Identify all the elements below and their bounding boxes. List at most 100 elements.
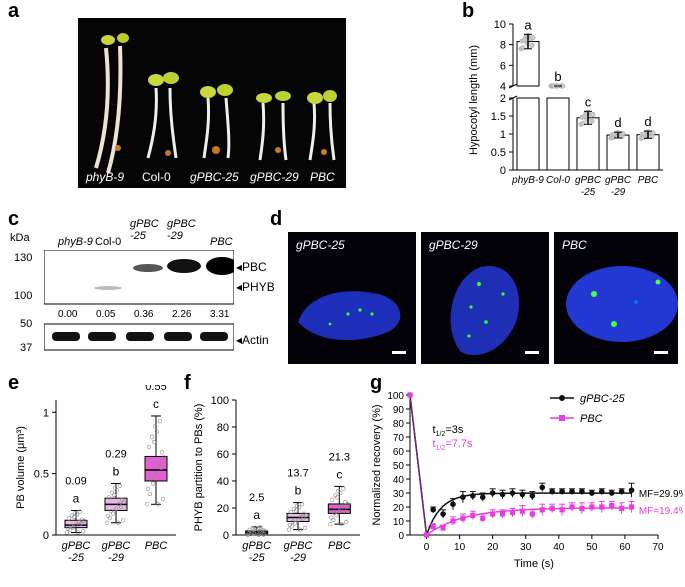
label-gpbc25: gPBC-25 [190, 170, 239, 184]
data-point [339, 522, 344, 527]
data-point [161, 455, 167, 460]
x-tick-label: 30 [520, 542, 532, 553]
data-point [440, 511, 446, 517]
data-point [115, 520, 121, 525]
data-point [580, 120, 586, 126]
data-point [470, 493, 476, 499]
data-point [144, 502, 150, 507]
data-point [109, 490, 115, 495]
actin-text: Actin [242, 333, 269, 347]
data-point [579, 505, 585, 511]
quant-3: 0.36 [134, 309, 154, 320]
lane-label-5: PBC [210, 236, 233, 248]
legend-marker [559, 395, 565, 401]
data-point [160, 497, 166, 502]
y-tick-label: 60 [393, 447, 405, 458]
x-tick-label: phyB-9 [511, 175, 544, 186]
pbc-band-text: PBC [242, 260, 267, 274]
micro-label-2: gPBC-29 [429, 238, 478, 252]
legend-marker [559, 415, 565, 421]
data-point [337, 508, 342, 513]
data-point [559, 507, 565, 513]
fit-curve [426, 507, 632, 536]
micro-pbc: PBC [554, 232, 678, 364]
data-point [299, 502, 305, 507]
x-tick-label: Col-0 [546, 175, 570, 186]
quant-4: 2.26 [172, 309, 192, 320]
data-point [559, 488, 565, 495]
data-point [340, 504, 345, 509]
pb-volume-box-chart: 0 0.5 1 PB volume (μm³) a 0.09 gPBC -25 b 0.29 gPB… [15, 385, 176, 564]
data-point [335, 495, 340, 500]
seedling-photo: phyB-9 Col-0 gPBC-25 gPBC-29 PBC [78, 18, 346, 188]
panel-letter-e: e [8, 372, 20, 394]
data-point [549, 488, 555, 495]
data-point [152, 424, 158, 429]
t-half-black: t1/2=3s [433, 424, 464, 438]
data-point [539, 507, 545, 513]
y-tick-label: 6 [500, 60, 506, 72]
data-point [153, 471, 159, 476]
panel-letter-g: g [370, 372, 383, 394]
scale-bar-3 [654, 351, 668, 354]
x-axis-label: Time (s) [514, 558, 554, 570]
data-point [69, 513, 75, 518]
y-tick-label: 0.5 [491, 147, 506, 159]
data-point [330, 497, 335, 502]
pbc-band-label: ◂PBC [236, 260, 267, 274]
significance-letter: d [644, 114, 651, 129]
data-point [297, 527, 303, 532]
mean-value: 2.5 [249, 492, 264, 504]
data-point [341, 486, 346, 491]
data-point [519, 508, 526, 514]
data-point [332, 510, 337, 516]
y-tick-label: 30 [393, 489, 405, 500]
data-point [105, 513, 111, 518]
bar [546, 97, 570, 171]
y-tick-label: 2 [500, 93, 506, 105]
kda-label: kDa [10, 232, 30, 244]
phyb-partition-box-chart: 0 20 40 60 80 100 PHYB partition to PBs (%) a 2.… [193, 395, 360, 564]
t-half-pink: t1/2=7.7s [433, 438, 474, 452]
y-axis-label: Normalized recovery (%) [371, 404, 383, 525]
hypocotyl-bar-chart: 4 6 8 10 0 0.5 1 1.5 2 Hypocotyl length (mm) a phyB… [468, 17, 663, 198]
data-point [76, 520, 82, 525]
y-tick-label: 0 [223, 530, 229, 542]
micro-label-3: PBC [562, 238, 587, 252]
y-tick-label: 20 [393, 503, 405, 514]
mf-black: MF=29.9% [639, 489, 683, 500]
data-point [641, 131, 647, 137]
data-point [344, 519, 349, 525]
y-tick-label: 0 [398, 531, 404, 542]
legend-label: PBC [580, 413, 603, 425]
x-tick-label: 70 [652, 542, 664, 553]
data-point [104, 520, 110, 525]
x-tick-label: 20 [487, 542, 499, 553]
data-point [158, 465, 164, 471]
data-point [80, 529, 86, 534]
data-point [155, 502, 161, 507]
data-point [589, 504, 595, 510]
data-point [521, 37, 527, 43]
data-point [68, 523, 74, 529]
data-point [329, 515, 334, 520]
data-point [569, 504, 575, 510]
data-point [72, 510, 78, 516]
panel-letter-c: c [8, 208, 20, 230]
data-point [110, 511, 116, 516]
scale-bar-2 [525, 351, 539, 354]
y-tick-label: 1.5 [491, 111, 506, 123]
data-point [77, 509, 83, 514]
data-point [260, 528, 265, 533]
micro-label-1: gPBC-25 [296, 238, 345, 252]
data-point [529, 43, 535, 48]
label-pbc: PBC [310, 170, 335, 184]
y-tick-label: 0 [43, 530, 49, 542]
y-tick-label: 8 [500, 40, 506, 52]
data-point [251, 530, 256, 536]
x-tick-label: gPBC -25 [242, 540, 271, 564]
data-point [291, 506, 297, 512]
data-point [261, 532, 266, 537]
y-tick-label: 4 [500, 81, 506, 93]
quant-2: 0.05 [96, 309, 116, 320]
